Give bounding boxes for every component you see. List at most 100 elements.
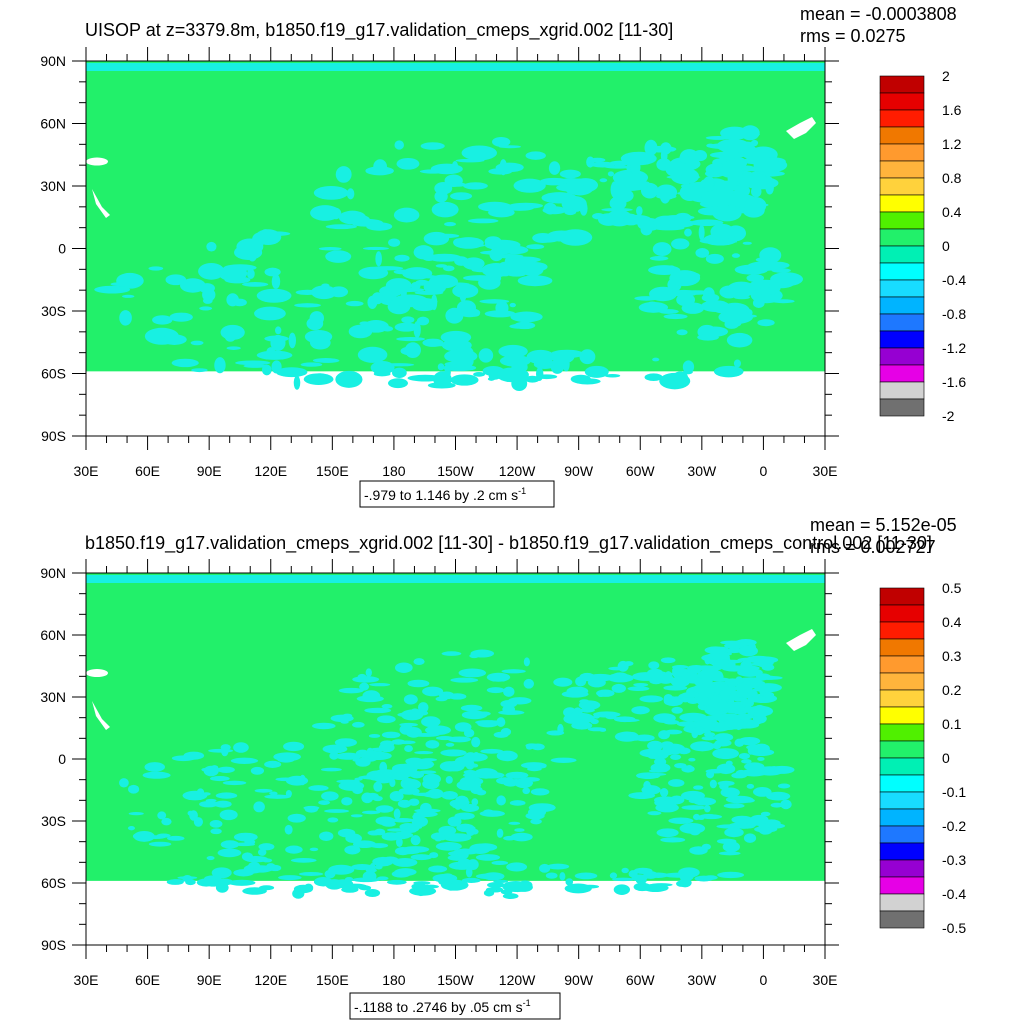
stat-rms: rms = 0.002727 [810, 537, 936, 557]
colorbar-swatch [879, 313, 925, 332]
colorbar-swatch [879, 791, 925, 810]
panel-title: UISOP at z=3379.8m, b1850.f19_g17.valida… [85, 20, 673, 41]
colorbar-swatch [879, 381, 925, 400]
range-label-box [349, 992, 561, 1020]
colorbar-swatch [879, 842, 925, 861]
colorbar-swatch [879, 757, 925, 776]
lon-tick-label: 120W [499, 463, 536, 479]
colorbar-swatch [879, 228, 925, 247]
colorbar-label: -0.1 [942, 784, 966, 800]
lon-tick-label: 60E [135, 463, 160, 479]
lon-tick-label: 180 [382, 972, 406, 988]
lon-tick-label: 120E [254, 463, 287, 479]
colorbar-swatch [879, 398, 925, 417]
colorbar-swatch [879, 143, 925, 162]
lon-tick-label: 90W [564, 463, 594, 479]
colorbar-swatch [879, 211, 925, 230]
colorbar-label: -0.2 [942, 818, 966, 834]
colorbar-swatch [879, 689, 925, 708]
lon-tick-label: 150E [316, 463, 349, 479]
lat-tick-label: 90S [41, 428, 66, 444]
colorbar-label: 2 [942, 68, 950, 84]
lon-tick-label: 30W [687, 972, 717, 988]
negative-anomaly-patches [86, 63, 825, 392]
colorbar-label: -0.4 [942, 272, 966, 288]
colorbar-swatch [879, 621, 925, 640]
colorbar-swatch [879, 774, 925, 793]
colorbar-label: -0.3 [942, 852, 966, 868]
colorbar-label: 1.6 [942, 102, 962, 118]
land-patch [786, 629, 816, 651]
colorbar-swatch [879, 126, 925, 145]
lon-tick-label: 30E [813, 972, 838, 988]
lat-tick-label: 90S [41, 937, 66, 953]
lat-tick-label: 60S [41, 366, 66, 382]
colorbar-label: 0.8 [942, 170, 962, 186]
colorbar-swatch [879, 75, 925, 94]
colorbar-swatch [879, 893, 925, 912]
lon-tick-label: 30W [687, 463, 717, 479]
range-label: -.1188 to .2746 by .05 cm s-1 [354, 998, 531, 1015]
lon-tick-label: 0 [760, 463, 768, 479]
stat-rms: rms = 0.0275 [800, 26, 906, 46]
lon-tick-label: 90W [564, 972, 594, 988]
range-label-box [359, 480, 555, 508]
colorbar-label: 0.1 [942, 716, 962, 732]
lon-tick-label: 60E [135, 972, 160, 988]
lon-tick-label: 150W [437, 463, 474, 479]
lon-tick-label: 0 [760, 972, 768, 988]
stat-mean: mean = -0.0003808 [800, 4, 957, 24]
colorbar-swatch [879, 638, 925, 657]
colorbar-label: 0.5 [942, 580, 962, 596]
lon-tick-label: 120W [499, 972, 536, 988]
colorbar-swatch [879, 825, 925, 844]
colorbar-label: 0.4 [942, 614, 962, 630]
map-panel-1: 90N 60N 30N 0 30S 60S 90S 30E 60E 90E 120E 150E 180 1… [40, 4, 966, 508]
lat-tick-label: 0 [58, 241, 66, 257]
range-label-sup: -1 [523, 998, 531, 1008]
panel-title: b1850.f19_g17.validation_cmeps_xgrid.002… [85, 533, 932, 554]
colorbar-label: 0.4 [942, 204, 962, 220]
colorbar-swatch [879, 672, 925, 691]
lat-tick-label: 30S [41, 813, 66, 829]
colorbar-swatch [879, 262, 925, 281]
colorbar-swatch [879, 910, 925, 929]
range-label-main: -.979 to 1.146 by .2 cm s [364, 487, 518, 503]
colorbar-swatch [879, 859, 925, 878]
colorbar: 2 1.6 1.2 0.8 0.4 0 -0.4 -0.8 -1.2 -1.6 -2 [879, 68, 966, 424]
lat-tick-label: 90N [40, 565, 66, 581]
colorbar-swatch [879, 330, 925, 349]
colorbar-swatch [879, 604, 925, 623]
lon-tick-label: 90E [197, 972, 222, 988]
colorbar-swatch [879, 160, 925, 179]
colorbar-swatch [879, 279, 925, 298]
lon-tick-label: 150W [437, 972, 474, 988]
colorbar-swatch [879, 740, 925, 759]
land-patch [86, 157, 108, 166]
range-label-sup: -1 [518, 486, 526, 496]
colorbar-swatch [879, 706, 925, 725]
lon-tick-label: 30E [74, 463, 99, 479]
colorbar-label: -0.5 [942, 920, 966, 936]
lat-tick-label: 30N [40, 178, 66, 194]
colorbar-swatch [879, 876, 925, 895]
colorbar-swatch [879, 655, 925, 674]
colorbar-label: -2 [942, 408, 955, 424]
lat-tick-label: 90N [40, 53, 66, 69]
colorbar-label: -0.4 [942, 886, 966, 902]
lon-tick-label: 60W [626, 972, 656, 988]
range-label: -.979 to 1.146 by .2 cm s-1 [364, 486, 526, 503]
lon-tick-label: 150E [316, 972, 349, 988]
colorbar-label: -1.2 [942, 340, 966, 356]
colorbar-label: -0.8 [942, 306, 966, 322]
colorbar-swatch [879, 347, 925, 366]
colorbar-swatch [879, 587, 925, 606]
colorbar: 0.5 0.4 0.3 0.2 0.1 0 -0.1 -0.2 -0.3 -0.4 -0.5 [879, 580, 966, 936]
colorbar-swatch [879, 245, 925, 264]
colorbar-swatch [879, 364, 925, 383]
lat-tick-label: 30S [41, 303, 66, 319]
lon-tick-label: 60W [626, 463, 656, 479]
colorbar-swatch [879, 194, 925, 213]
colorbar-label: 0 [942, 238, 950, 254]
